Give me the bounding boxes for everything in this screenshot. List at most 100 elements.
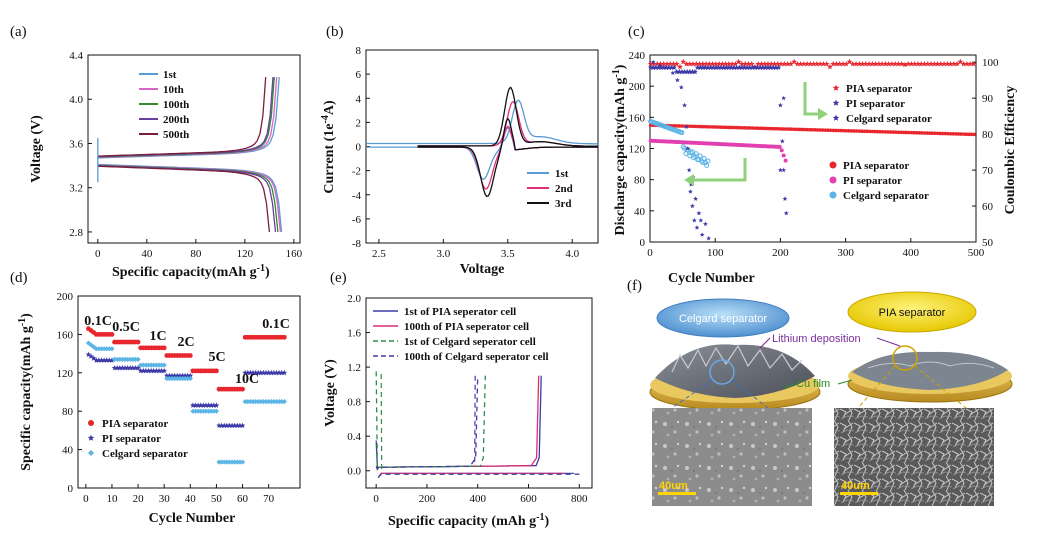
panel-a-label: (a) (10, 24, 27, 40)
celgard-capacity-point (697, 153, 703, 159)
pi-ce-point (762, 64, 769, 70)
rate-point-celgard (135, 356, 141, 362)
pia-capacity-point (823, 128, 828, 132)
x-tick-label: 100 (707, 247, 724, 259)
pi-ce-point (749, 64, 756, 70)
celgard-ce-point (699, 232, 705, 237)
celgard-100th-spike (474, 375, 476, 467)
pia-capacity-point (747, 126, 752, 130)
pia-ce-point (810, 61, 817, 67)
cu-film-label: Cu film (796, 378, 830, 390)
rate-point-pi (197, 402, 204, 408)
pi-ce-point (710, 64, 717, 70)
pia-capacity-point (680, 124, 684, 128)
capacity-arrow (690, 158, 747, 182)
x-tick-label: 20 (133, 493, 145, 505)
pia-capacity-point (732, 125, 736, 130)
rate-point-celgard (88, 342, 94, 348)
pia-capacity-point (813, 128, 817, 132)
pi-ce-failure-point (778, 102, 783, 108)
pia-capacity-point (831, 128, 836, 133)
rate-point-pi (169, 372, 175, 379)
y-tick-label: 1.2 (347, 362, 361, 374)
y-tick-label: 0 (356, 142, 362, 154)
pia-ce-point (664, 61, 670, 67)
rate-point-celgard (151, 362, 157, 368)
rate-point-pi (156, 367, 162, 374)
scale-label-right: 40um (841, 480, 870, 492)
x-tick-label: 70 (263, 493, 275, 505)
rate-point-celgard (260, 399, 267, 405)
legend-label-10th: 10th (163, 84, 184, 96)
pia-ce-point (882, 61, 889, 67)
pi-ce-point (684, 68, 690, 75)
pia-capacity-point (774, 126, 778, 131)
x-tick-label: 60 (237, 493, 249, 505)
ce-arrow (803, 82, 822, 116)
pia-ce-point (876, 61, 882, 67)
pia-ce-point (915, 61, 921, 67)
y-tick-label: 0 (68, 483, 74, 495)
pia-capacity-point (828, 128, 833, 133)
rate-point-pi (127, 365, 134, 371)
rate-point-pi (98, 357, 105, 363)
rate-point-pia (135, 339, 141, 345)
rate-point-celgard (122, 356, 128, 362)
legend-top-marker-0 (832, 84, 840, 91)
panel-a-legend: 1st 10th 100th 200th 500th (139, 69, 189, 141)
pia-capacity-point (695, 124, 700, 129)
rate-point-celgard (279, 399, 285, 405)
celgard-ce-point (678, 84, 684, 90)
x-tick-label: 80 (190, 248, 202, 260)
pia-ce-point (823, 61, 830, 67)
rate-point-celgard (221, 459, 227, 465)
legend-top-label-0: PIA separator (846, 83, 912, 95)
pi-ce-point (744, 64, 750, 70)
cv-anodic-2nd (417, 101, 599, 147)
celgard-ce-point (663, 65, 669, 70)
ce-arrow-head (818, 108, 828, 120)
pi-ce-failure-point (783, 210, 789, 216)
pi-ce-point (770, 64, 777, 70)
pia-capacity-point (820, 128, 825, 132)
pia-ce-point (863, 61, 869, 67)
legend-bottom-marker-2 (829, 191, 837, 199)
zoom-circle-left (709, 359, 735, 385)
celgard-capacity-point (679, 130, 685, 136)
y-tick-label: 100 (982, 57, 999, 69)
pia-ce-point (765, 61, 771, 67)
pia-capacity-point (935, 131, 940, 136)
y-tick-label: 240 (629, 50, 646, 62)
celgard-ce-point (670, 70, 676, 75)
pia-capacity-point (758, 126, 762, 131)
pia-capacity-point (750, 126, 755, 130)
rate-label-6: 0.1C (262, 317, 290, 332)
pia-capacity-point (912, 130, 916, 135)
pia-ce-point (911, 61, 918, 67)
rate-point-celgard (273, 399, 280, 405)
pia-capacity-point (690, 124, 695, 129)
rate-point-celgard (174, 375, 180, 382)
pia-ce-point (843, 61, 850, 67)
rate-point-celgard (109, 346, 115, 352)
rate-point-pi (124, 365, 131, 371)
pia-capacity-point (703, 124, 708, 129)
pia-capacity-point (789, 127, 794, 131)
pia-capacity-point (677, 124, 682, 128)
panel-e-legend: 1st of PIA seperator cell 100th of PIA se… (373, 306, 549, 363)
panel-e-y-ticks: 0.0 0.4 0.8 1.2 1.6 2.0 (347, 293, 370, 478)
pia-capacity-point (802, 127, 807, 132)
voltage-profile-2 (375, 371, 486, 471)
panel-a-curves (97, 77, 283, 232)
pia-capacity-point (927, 131, 932, 135)
x-tick-label: 10 (106, 493, 118, 505)
rate-point-pi (166, 372, 173, 379)
pia-ce-point (726, 61, 732, 67)
scale-bar-right (840, 492, 878, 495)
rate-point-celgard (187, 375, 193, 382)
x-tick-label: 40 (185, 493, 197, 505)
panel-a-x-ticks: 0 40 80 120 160 (95, 239, 303, 260)
rate-point-pi (216, 422, 222, 428)
pia-capacity-point (800, 127, 804, 132)
dendrite-edges-left (671, 344, 803, 373)
